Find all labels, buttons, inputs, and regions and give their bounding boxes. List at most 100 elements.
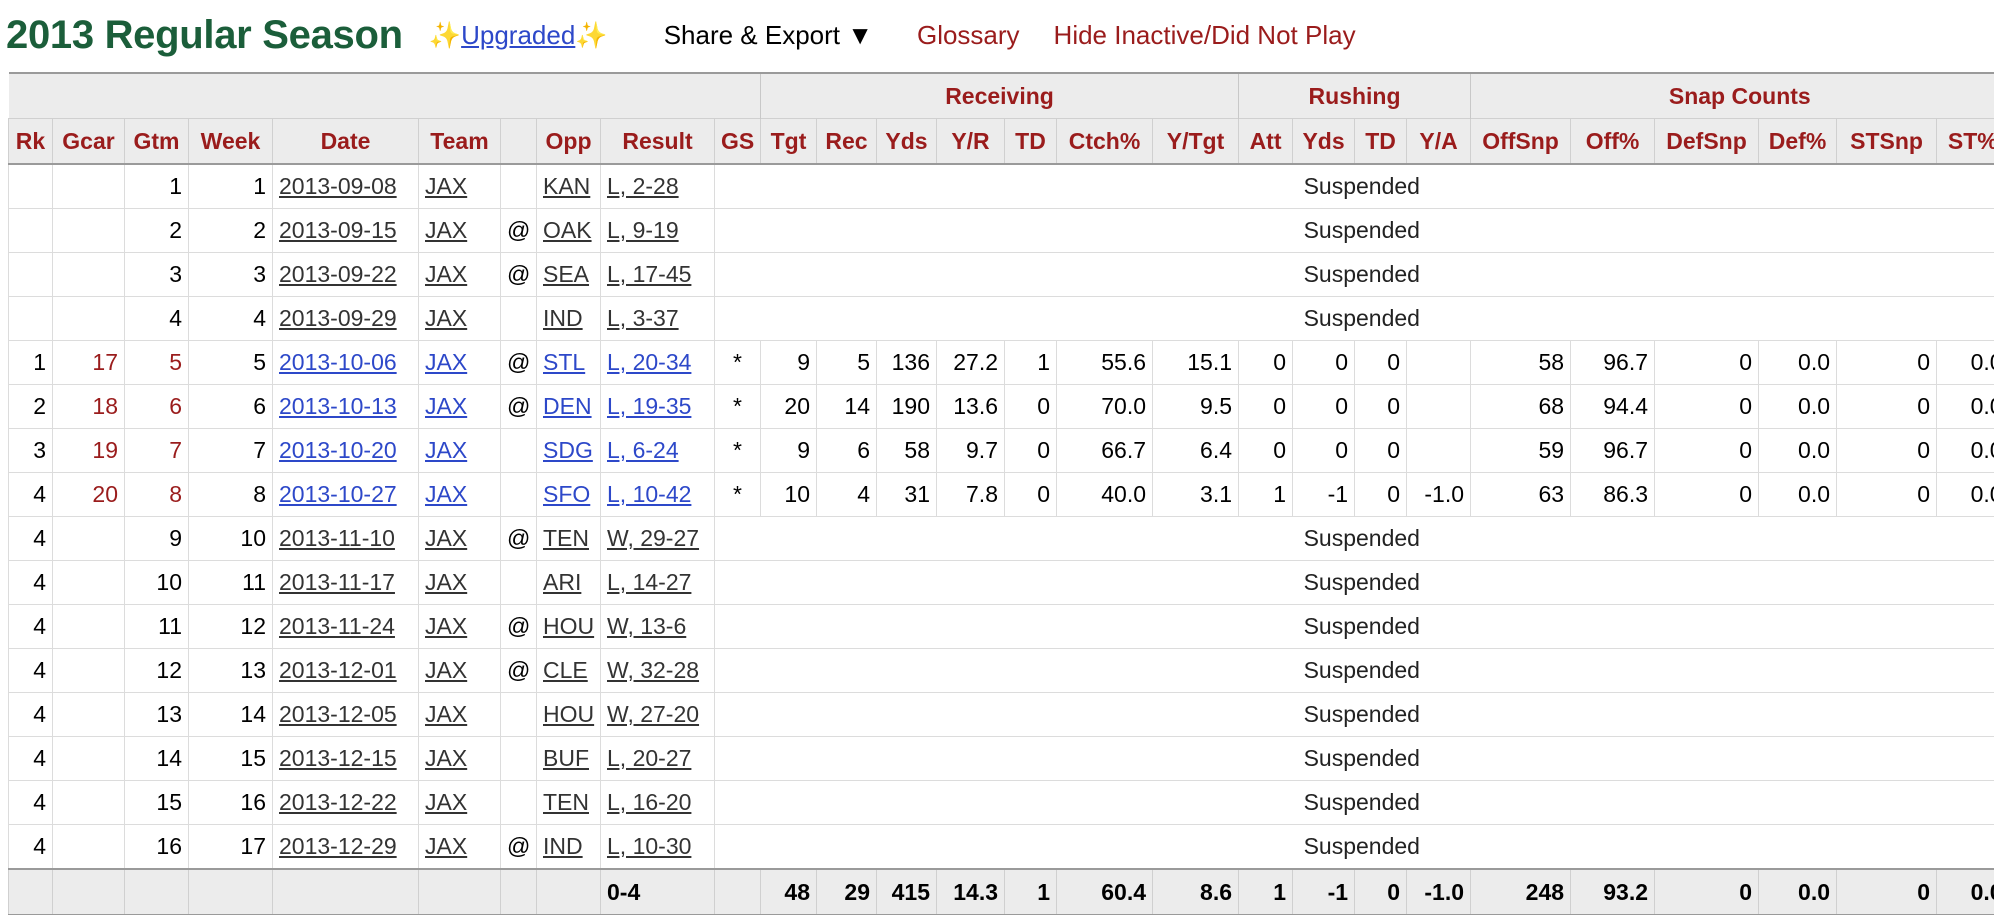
result-cell-link[interactable]: L, 20-27: [607, 745, 692, 771]
result-cell-link[interactable]: L, 9-19: [607, 217, 679, 243]
column-header[interactable]: DefSnp: [1654, 118, 1759, 165]
result-cell-link[interactable]: L, 17-45: [607, 261, 692, 287]
table-row: 2 2 2013-09-15 JAX @ OAK L, 9-19 Suspended: [8, 208, 1994, 253]
column-header[interactable]: [500, 118, 537, 165]
date-cell-link[interactable]: 2013-11-17: [279, 569, 395, 595]
date-cell-link[interactable]: 2013-12-29: [279, 833, 397, 859]
column-header[interactable]: Y/Tgt: [1151, 118, 1239, 165]
date-cell-link[interactable]: 2013-09-15: [279, 217, 397, 243]
date-cell-link[interactable]: 2013-10-27: [279, 481, 397, 507]
opponent-cell-link[interactable]: KAN: [543, 173, 591, 199]
opponent-cell-link[interactable]: SDG: [543, 437, 593, 463]
date-cell-link[interactable]: 2013-12-15: [279, 745, 397, 771]
column-header[interactable]: Yds: [876, 118, 937, 165]
date-cell-link[interactable]: 2013-09-22: [279, 261, 397, 287]
column-header[interactable]: Opp: [536, 118, 601, 165]
date-cell-link[interactable]: 2013-10-20: [279, 437, 397, 463]
column-header[interactable]: Rec: [816, 118, 877, 165]
result-cell-link[interactable]: W, 32-28: [607, 657, 700, 683]
column-header[interactable]: OffSnp: [1470, 118, 1571, 165]
column-header[interactable]: Off%: [1570, 118, 1655, 165]
date-cell: 2013-12-29: [272, 824, 419, 870]
result-cell-link[interactable]: L, 14-27: [607, 569, 692, 595]
column-header[interactable]: TD: [1004, 118, 1057, 165]
column-header[interactable]: Tgt: [760, 118, 817, 165]
column-header[interactable]: GS: [714, 118, 761, 165]
share-export-menu[interactable]: Share & Export ▼: [663, 19, 873, 50]
column-header[interactable]: TD: [1354, 118, 1407, 165]
week-cell: 2: [188, 208, 273, 253]
team-cell-link[interactable]: JAX: [425, 613, 468, 639]
date-cell-link[interactable]: 2013-12-01: [279, 657, 397, 683]
opponent-cell-link[interactable]: BUF: [543, 745, 589, 771]
team-cell-link[interactable]: JAX: [425, 525, 468, 551]
date-cell-link[interactable]: 2013-10-13: [279, 393, 397, 419]
column-header[interactable]: Y/R: [936, 118, 1005, 165]
column-header[interactable]: Ctch%: [1056, 118, 1153, 165]
column-header[interactable]: Gtm: [124, 118, 189, 165]
team-cell-link[interactable]: JAX: [425, 437, 468, 463]
date-cell-link[interactable]: 2013-10-06: [279, 349, 397, 375]
team-cell-link[interactable]: JAX: [425, 833, 468, 859]
opponent-cell-link[interactable]: IND: [543, 305, 583, 331]
result-cell-link[interactable]: W, 29-27: [607, 525, 700, 551]
column-header[interactable]: Team: [418, 118, 501, 165]
opponent-cell-link[interactable]: HOU: [543, 613, 595, 639]
result-cell-link[interactable]: L, 6-24: [607, 437, 679, 463]
column-header[interactable]: Gcar: [52, 118, 125, 165]
opponent-cell-link[interactable]: CLE: [543, 657, 588, 683]
result-cell-link[interactable]: L, 2-28: [607, 173, 679, 199]
result-cell-link[interactable]: W, 27-20: [607, 701, 700, 727]
team-cell-link[interactable]: JAX: [425, 305, 468, 331]
team-cell-link[interactable]: JAX: [425, 261, 468, 287]
opponent-cell-link[interactable]: TEN: [543, 789, 589, 815]
team-cell-link[interactable]: JAX: [425, 569, 468, 595]
upgraded-link[interactable]: Upgraded: [461, 19, 576, 50]
result-cell-link[interactable]: L, 19-35: [607, 393, 692, 419]
result-cell-link[interactable]: W, 13-6: [607, 613, 687, 639]
opponent-cell-link[interactable]: SFO: [543, 481, 591, 507]
glossary-link[interactable]: Glossary: [916, 19, 1020, 50]
column-header[interactable]: ST%: [1936, 118, 1994, 165]
result-cell-link[interactable]: L, 3-37: [607, 305, 679, 331]
column-header[interactable]: STSnp: [1836, 118, 1937, 165]
team-cell-link[interactable]: JAX: [425, 173, 468, 199]
team-cell-link[interactable]: JAX: [425, 349, 468, 375]
result-cell-link[interactable]: L, 10-42: [607, 481, 692, 507]
column-header[interactable]: Week: [188, 118, 273, 165]
result-cell-link[interactable]: L, 20-34: [607, 349, 692, 375]
opponent-cell-link[interactable]: HOU: [543, 701, 595, 727]
opponent-cell-link[interactable]: IND: [543, 833, 583, 859]
opponent-cell-link[interactable]: STL: [543, 349, 586, 375]
column-header[interactable]: Yds: [1292, 118, 1355, 165]
date-cell-link[interactable]: 2013-09-08: [279, 173, 397, 199]
date-cell-link[interactable]: 2013-09-29: [279, 305, 397, 331]
hide-inactive-link[interactable]: Hide Inactive/Did Not Play: [1053, 19, 1356, 50]
opponent-cell-link[interactable]: TEN: [543, 525, 589, 551]
team-cell-link[interactable]: JAX: [425, 393, 468, 419]
opponent-cell-link[interactable]: OAK: [543, 217, 592, 243]
date-cell-link[interactable]: 2013-12-05: [279, 701, 397, 727]
result-cell-link[interactable]: L, 16-20: [607, 789, 692, 815]
column-header[interactable]: Y/A: [1406, 118, 1471, 165]
column-header[interactable]: Att: [1238, 118, 1293, 165]
week-cell: 4: [188, 296, 273, 341]
date-cell-link[interactable]: 2013-12-22: [279, 789, 397, 815]
opponent-cell-link[interactable]: SEA: [543, 261, 590, 287]
column-header[interactable]: Result: [600, 118, 715, 165]
column-header[interactable]: Date: [272, 118, 419, 165]
team-cell-link[interactable]: JAX: [425, 745, 468, 771]
column-header[interactable]: Rk: [8, 118, 53, 165]
result-cell-link[interactable]: L, 10-30: [607, 833, 692, 859]
date-cell-link[interactable]: 2013-11-24: [279, 613, 395, 639]
opponent-cell-link[interactable]: ARI: [543, 569, 582, 595]
team-cell-link[interactable]: JAX: [425, 701, 468, 727]
team-cell-link[interactable]: JAX: [425, 217, 468, 243]
column-header[interactable]: Def%: [1758, 118, 1837, 165]
team-cell-link[interactable]: JAX: [425, 657, 468, 683]
result-cell: W, 32-28: [600, 648, 715, 693]
date-cell-link[interactable]: 2013-11-10: [279, 525, 395, 551]
team-cell-link[interactable]: JAX: [425, 789, 468, 815]
opponent-cell-link[interactable]: DEN: [543, 393, 592, 419]
team-cell-link[interactable]: JAX: [425, 481, 468, 507]
